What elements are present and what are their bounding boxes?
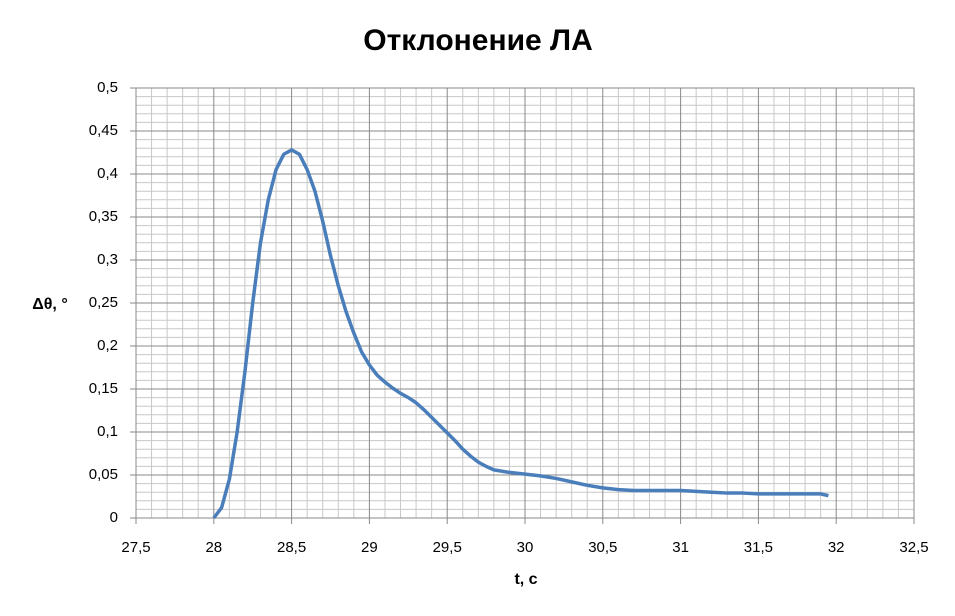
x-tick-label: 27,5	[121, 539, 150, 556]
chart-title: Отклонение ЛА	[363, 24, 593, 57]
x-tick-label: 30	[517, 539, 534, 556]
y-tick-label: 0	[110, 509, 118, 526]
plot-border	[135, 87, 915, 519]
x-tick-label: 31	[672, 539, 689, 556]
x-tick-label: 32,5	[899, 539, 928, 556]
y-tick-label: 0,2	[97, 337, 118, 354]
y-tick-label: 0,5	[97, 79, 118, 96]
y-tick-label: 0,15	[89, 380, 118, 397]
x-tick-label: 28	[205, 539, 222, 556]
x-tick-label: 28,5	[277, 539, 306, 556]
data-line	[212, 148, 829, 520]
y-tick-label: 0,05	[89, 466, 118, 483]
x-tick-label: 32	[828, 539, 845, 556]
y-tick-label: 0,45	[89, 122, 118, 139]
y-tick-label: 0,3	[97, 251, 118, 268]
y-tick-label: 0,25	[89, 294, 118, 311]
x-axis-label: t, c	[514, 571, 537, 588]
y-axis-label: Δθ, °	[32, 296, 67, 313]
y-tick-label: 0,35	[89, 208, 118, 225]
y-tick-label: 0,4	[97, 165, 118, 182]
x-tick-label: 30,5	[588, 539, 617, 556]
x-tick-label: 29,5	[433, 539, 462, 556]
x-tick-label: 31,5	[744, 539, 773, 556]
x-tick-label: 29	[361, 539, 378, 556]
y-tick-label: 0,1	[97, 423, 118, 440]
